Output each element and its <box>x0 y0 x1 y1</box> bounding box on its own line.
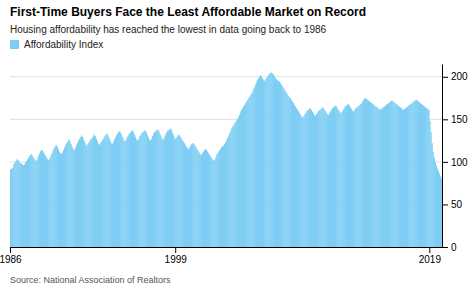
tick-label: 200 <box>451 71 468 82</box>
chart: First-Time Buyers Face the Least Afforda… <box>0 0 474 289</box>
x-axis: 1986 1999 2019 <box>0 247 442 265</box>
y-tick: 150 <box>442 114 468 125</box>
tick-mark <box>442 247 448 248</box>
tick-mark <box>429 247 430 253</box>
x-tick: 1999 <box>165 247 188 265</box>
legend-swatch <box>10 40 19 49</box>
grid <box>10 77 442 247</box>
x-tick: 2019 <box>419 247 442 265</box>
bars <box>10 73 442 247</box>
y-tick: 200 <box>442 71 468 82</box>
source: Source: National Association of Realtors <box>10 275 171 285</box>
tick-mark <box>442 162 448 163</box>
tick-mark <box>442 204 448 205</box>
y-axis: 0 50 100 150 200 <box>442 65 468 253</box>
subtitle: Housing affordability has reached the lo… <box>10 24 327 35</box>
y-tick: 100 <box>442 157 468 168</box>
tick-label: 50 <box>451 199 463 210</box>
legend-item: Affordability Index <box>10 39 103 50</box>
tick-label: 2019 <box>419 254 442 265</box>
tick-mark <box>442 119 448 120</box>
x-tick: 1986 <box>0 247 22 265</box>
tick-mark <box>442 77 448 78</box>
y-tick: 0 <box>442 242 457 253</box>
tick-label: 100 <box>451 157 468 168</box>
legend-label: Affordability Index <box>24 39 103 50</box>
y-tick: 50 <box>442 199 463 210</box>
legend: Affordability Index <box>10 39 103 50</box>
plot: 1986 1999 2019 0 50 100 150 200 <box>0 65 468 266</box>
grid-line <box>10 76 442 77</box>
tick-mark <box>175 247 176 253</box>
tick-mark <box>10 247 11 253</box>
bar <box>441 179 442 247</box>
tick-label: 1986 <box>0 254 22 265</box>
axis-line <box>442 65 443 248</box>
tick-label: 0 <box>451 242 457 253</box>
tick-label: 150 <box>451 114 468 125</box>
axis-line <box>11 247 443 248</box>
tick-label: 1999 <box>165 254 188 265</box>
title: First-Time Buyers Face the Least Afforda… <box>10 5 366 19</box>
